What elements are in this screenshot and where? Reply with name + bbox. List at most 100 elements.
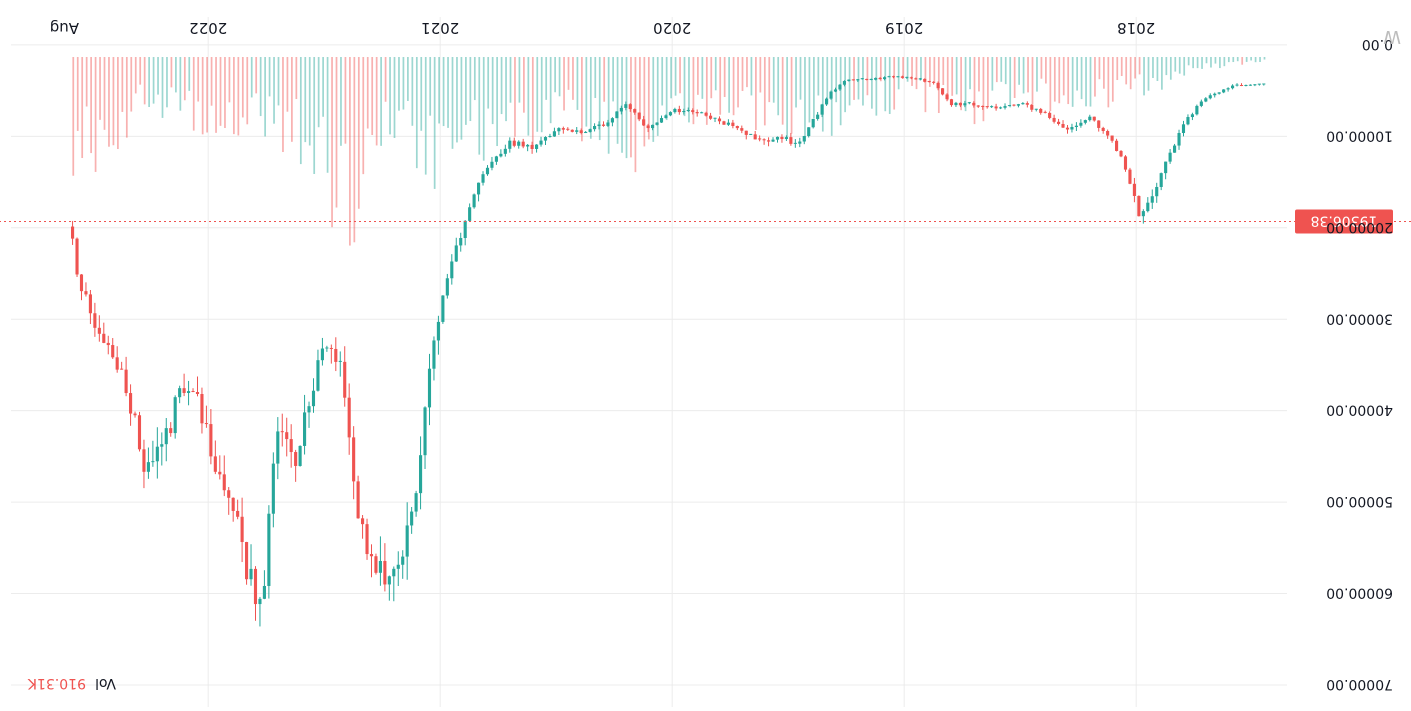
volume-bar bbox=[808, 57, 811, 123]
candle-body bbox=[499, 153, 503, 157]
volume-bar bbox=[1107, 57, 1110, 108]
volume-bar bbox=[634, 57, 637, 173]
volume-bar bbox=[1120, 57, 1123, 77]
volume-bar bbox=[1009, 57, 1012, 108]
y-tick-label: 10000.00 bbox=[1326, 127, 1393, 143]
candle-body bbox=[566, 128, 570, 130]
volume-bar bbox=[438, 57, 440, 124]
candle-body bbox=[133, 413, 137, 416]
volume-bar bbox=[527, 57, 530, 136]
volume-bar bbox=[1254, 57, 1257, 63]
candle-body bbox=[93, 313, 97, 328]
volume-bar bbox=[960, 57, 962, 111]
candle-body bbox=[1070, 127, 1074, 130]
volume-bar bbox=[732, 57, 735, 116]
volume-bar bbox=[433, 57, 436, 189]
candle-body bbox=[891, 76, 896, 78]
candle-body bbox=[445, 278, 449, 296]
candle-body bbox=[285, 432, 289, 440]
volume-bar bbox=[589, 57, 592, 139]
volume-bar bbox=[1004, 57, 1007, 85]
volume-bar bbox=[888, 57, 891, 114]
volume-bar bbox=[862, 57, 864, 106]
volume-bar bbox=[1085, 57, 1087, 107]
candle-body bbox=[102, 333, 106, 343]
candle-body bbox=[419, 455, 423, 494]
volume-bar bbox=[536, 57, 539, 132]
candle-body bbox=[1150, 196, 1154, 203]
candle-body bbox=[717, 118, 722, 122]
candle-body bbox=[856, 79, 860, 81]
volume-bar bbox=[674, 57, 677, 96]
candle-body bbox=[994, 106, 998, 109]
volume-bar bbox=[478, 57, 481, 155]
volume-bar bbox=[1178, 57, 1181, 74]
candle-body bbox=[200, 394, 204, 424]
candle-body bbox=[227, 490, 231, 498]
volume-bar bbox=[723, 57, 726, 98]
candle-body bbox=[1146, 202, 1150, 212]
volume-bar bbox=[545, 57, 548, 100]
candle-body bbox=[164, 428, 168, 445]
candle-body bbox=[1012, 104, 1016, 106]
volume-bar bbox=[304, 57, 307, 143]
volume-bar bbox=[1250, 57, 1252, 61]
candle-body bbox=[71, 226, 75, 239]
volume-bar bbox=[188, 57, 191, 91]
candle-body bbox=[918, 78, 922, 80]
candle-body bbox=[512, 140, 516, 146]
candle-body bbox=[191, 391, 195, 393]
candle-body bbox=[842, 81, 846, 85]
candle-body bbox=[981, 105, 985, 107]
volume-bar bbox=[523, 57, 525, 113]
candle-body bbox=[352, 437, 356, 482]
candle-body bbox=[606, 122, 610, 126]
candle-body bbox=[432, 340, 436, 369]
candle-body bbox=[865, 78, 869, 80]
candle-body bbox=[213, 456, 217, 472]
candle-body bbox=[686, 109, 690, 111]
candle-body bbox=[1088, 116, 1092, 121]
candle-body bbox=[325, 347, 329, 349]
candle-body bbox=[303, 412, 307, 446]
candle-body bbox=[967, 102, 971, 104]
volume-bar bbox=[317, 57, 320, 128]
volume-bar bbox=[772, 57, 775, 103]
candle-body bbox=[155, 446, 159, 462]
candle-body bbox=[593, 126, 597, 130]
volume-bar bbox=[1022, 57, 1025, 94]
volume-bar bbox=[1045, 57, 1047, 84]
y-tick-label: 40000.00 bbox=[1326, 402, 1393, 418]
volume-bar bbox=[701, 57, 704, 99]
candle-body bbox=[905, 76, 909, 78]
candle-body bbox=[463, 220, 467, 239]
volume-bar bbox=[197, 57, 200, 102]
volume-bar bbox=[576, 57, 579, 110]
volume-bar bbox=[161, 57, 164, 118]
volume-bar bbox=[790, 57, 793, 134]
candle-body bbox=[338, 360, 342, 362]
volume-bar bbox=[1219, 57, 1221, 69]
volume-bar bbox=[857, 57, 860, 100]
candle-body bbox=[802, 136, 806, 142]
volume-bar bbox=[540, 57, 543, 133]
candle-body bbox=[735, 125, 739, 129]
candle-body bbox=[793, 142, 797, 144]
volume-bar bbox=[340, 57, 342, 146]
volume-bar bbox=[906, 57, 909, 82]
volume-bar bbox=[201, 57, 204, 135]
candle-body bbox=[784, 137, 788, 140]
volume-bar bbox=[929, 57, 931, 87]
candle-body bbox=[262, 585, 266, 599]
candle-body bbox=[240, 516, 244, 543]
candle-body bbox=[1092, 116, 1096, 121]
volume-bar bbox=[897, 57, 900, 90]
volume-bar bbox=[326, 57, 329, 173]
candle-body bbox=[976, 105, 980, 107]
volume-bar bbox=[1067, 57, 1070, 105]
candle-body bbox=[637, 112, 641, 120]
volume-bar bbox=[594, 57, 597, 98]
candle-body bbox=[1159, 173, 1163, 187]
candle-body bbox=[668, 112, 672, 116]
candle-body bbox=[628, 104, 632, 110]
